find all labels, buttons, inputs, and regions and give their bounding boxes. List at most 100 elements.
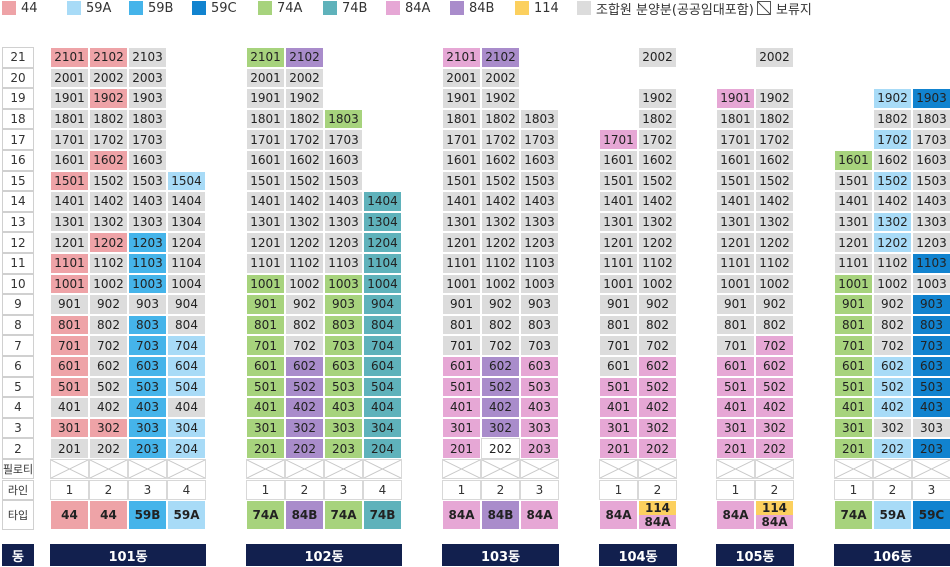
unit-cell: 903 bbox=[520, 294, 559, 315]
unit-type-bottom: 84A bbox=[639, 515, 676, 529]
unit-cell: 401 bbox=[246, 397, 285, 418]
legend-item: 59C bbox=[192, 0, 237, 16]
unit-cell: 1601 bbox=[442, 150, 481, 171]
line-number: 1 bbox=[599, 480, 638, 500]
unit-cell: 2001 bbox=[50, 67, 89, 89]
unit-cell: 402 bbox=[481, 397, 520, 418]
floor-label: 6 bbox=[2, 356, 34, 377]
unit-cell: 1302 bbox=[638, 211, 677, 233]
legend-label: 44 bbox=[21, 0, 38, 16]
unit-cell: 1401 bbox=[834, 191, 873, 212]
unit-cell: 1002 bbox=[755, 273, 794, 295]
unit-cell: 1901 bbox=[716, 88, 755, 109]
unit-cell: 403 bbox=[324, 397, 363, 418]
unit-cell: 2103 bbox=[128, 47, 167, 68]
unit-cell: 203 bbox=[128, 438, 167, 459]
unit-cell: 2102 bbox=[89, 47, 128, 68]
unit-cell: 1601 bbox=[716, 150, 755, 171]
unit-cell: 1702 bbox=[638, 129, 677, 150]
unit-type: 44 bbox=[50, 500, 89, 530]
unit-cell: 202 bbox=[755, 438, 794, 459]
unit-cell: 1902 bbox=[89, 88, 128, 109]
unit-cell: 804 bbox=[167, 314, 206, 336]
unit-cell: 1103 bbox=[520, 253, 559, 274]
unit-cell: 902 bbox=[873, 294, 912, 315]
unit-cell: 1602 bbox=[638, 150, 677, 171]
piloti-label: 필로티 bbox=[2, 459, 34, 479]
unit-cell: 402 bbox=[285, 397, 324, 418]
unit-cell: 902 bbox=[89, 294, 128, 315]
type-label: 타입 bbox=[2, 500, 34, 530]
unit-cell: 803 bbox=[128, 314, 167, 336]
line-number: 3 bbox=[520, 480, 559, 500]
unit-cell: 302 bbox=[873, 417, 912, 439]
unit-cell: 302 bbox=[481, 417, 520, 439]
unit-cell: 301 bbox=[442, 417, 481, 439]
unit-cell: 1103 bbox=[912, 253, 950, 274]
unit-cell: 803 bbox=[912, 314, 950, 336]
unit-cell: 1601 bbox=[246, 150, 285, 171]
unit-cell: 1203 bbox=[520, 232, 559, 253]
floor-label: 8 bbox=[2, 314, 34, 336]
unit-cell: 1601 bbox=[50, 150, 89, 171]
floor-label: 11 bbox=[2, 253, 34, 274]
unit-cell: 601 bbox=[716, 356, 755, 377]
unit-cell: 1202 bbox=[873, 232, 912, 253]
floor-label: 3 bbox=[2, 417, 34, 439]
unit-cell: 703 bbox=[912, 335, 950, 356]
unit-cell: 1101 bbox=[246, 253, 285, 274]
unit-cell: 1101 bbox=[50, 253, 89, 274]
unit-cell: 2003 bbox=[128, 67, 167, 89]
hatch-cross-icon bbox=[364, 460, 401, 478]
unit-cell: 1803 bbox=[128, 108, 167, 130]
legend-swatch bbox=[258, 1, 272, 15]
unit-cell: 2002 bbox=[638, 47, 677, 68]
unit-cell: 204 bbox=[167, 438, 206, 459]
unit-cell: 901 bbox=[50, 294, 89, 315]
unit-cell: 504 bbox=[363, 376, 402, 398]
line-number: 2 bbox=[755, 480, 794, 500]
unit-cell: 2002 bbox=[285, 67, 324, 89]
unit-cell: 1602 bbox=[873, 150, 912, 171]
building-name-banner: 102동 bbox=[246, 544, 402, 566]
unit-cell: 1202 bbox=[89, 232, 128, 253]
legend-swatch bbox=[323, 1, 337, 15]
unit-cell: 1302 bbox=[755, 211, 794, 233]
floor-label: 19 bbox=[2, 88, 34, 109]
unit-cell: 701 bbox=[50, 335, 89, 356]
unit-cell: 1202 bbox=[638, 232, 677, 253]
unit-cell: 801 bbox=[50, 314, 89, 336]
unit-cell: 1402 bbox=[755, 191, 794, 212]
unit-cell: 1603 bbox=[128, 150, 167, 171]
floor-label: 7 bbox=[2, 335, 34, 356]
floor-label: 17 bbox=[2, 129, 34, 150]
unit-cell: 701 bbox=[716, 335, 755, 356]
unit-cell: 1203 bbox=[324, 232, 363, 253]
unit-cell: 502 bbox=[873, 376, 912, 398]
unit-cell: 503 bbox=[912, 376, 950, 398]
unit-type: 74A bbox=[246, 500, 285, 530]
unit-cell: 201 bbox=[716, 438, 755, 459]
unit-cell: 1503 bbox=[912, 170, 950, 192]
unit-cell: 1102 bbox=[638, 253, 677, 274]
unit-cell: 501 bbox=[50, 376, 89, 398]
unit-cell: 202 bbox=[481, 438, 520, 459]
unit-cell: 704 bbox=[167, 335, 206, 356]
line-number: 2 bbox=[285, 480, 324, 500]
unit-cell: 1703 bbox=[912, 129, 950, 150]
unit-cell: 1403 bbox=[912, 191, 950, 212]
unit-type: 74A bbox=[324, 500, 363, 530]
unit-cell: 1104 bbox=[363, 253, 402, 274]
unit-cell: 304 bbox=[167, 417, 206, 439]
unit-cell: 1403 bbox=[324, 191, 363, 212]
unit-cell: 1304 bbox=[167, 211, 206, 233]
piloti-cell bbox=[638, 459, 677, 479]
unit-cell: 1102 bbox=[285, 253, 324, 274]
unit-cell: 1002 bbox=[89, 273, 128, 295]
unit-cell: 1401 bbox=[442, 191, 481, 212]
unit-cell: 902 bbox=[285, 294, 324, 315]
unit-cell: 1401 bbox=[599, 191, 638, 212]
unit-cell: 502 bbox=[89, 376, 128, 398]
unit-cell: 801 bbox=[599, 314, 638, 336]
unit-cell: 501 bbox=[246, 376, 285, 398]
